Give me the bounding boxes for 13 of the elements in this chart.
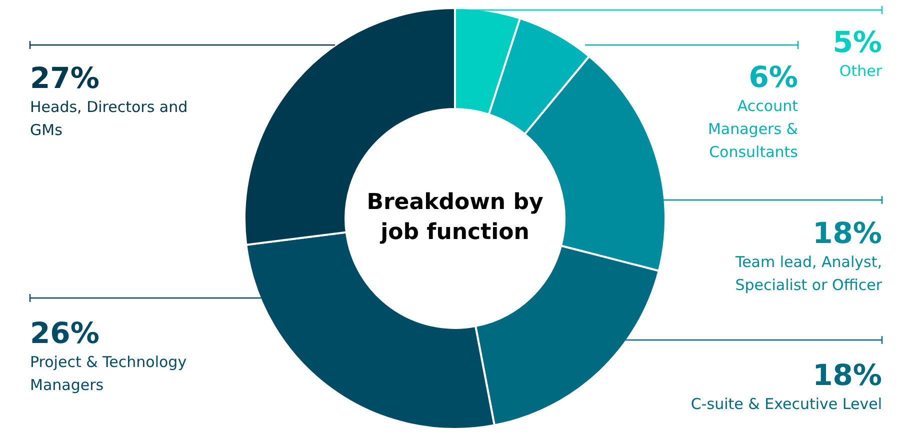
slice-label: Other bbox=[839, 62, 883, 80]
slice-label: Project & Technology Managers bbox=[30, 353, 187, 394]
data-label: 26% bbox=[30, 316, 100, 350]
text: Breakdown by job function bbox=[366, 190, 544, 246]
slice-label: C-suite & Executive Level bbox=[690, 395, 882, 413]
slice-label: Account Managers & Consultants bbox=[708, 97, 798, 161]
slice-label: Team lead, Analyst, Specialist or Officer bbox=[734, 253, 883, 294]
data-label: 18% bbox=[812, 358, 882, 392]
data-label: 6% bbox=[748, 60, 798, 94]
data-label: 18% bbox=[812, 216, 882, 250]
slice-label: Heads, Directors and GMs bbox=[30, 98, 188, 139]
data-label: 27% bbox=[30, 61, 100, 95]
data-label: 5% bbox=[832, 25, 882, 59]
